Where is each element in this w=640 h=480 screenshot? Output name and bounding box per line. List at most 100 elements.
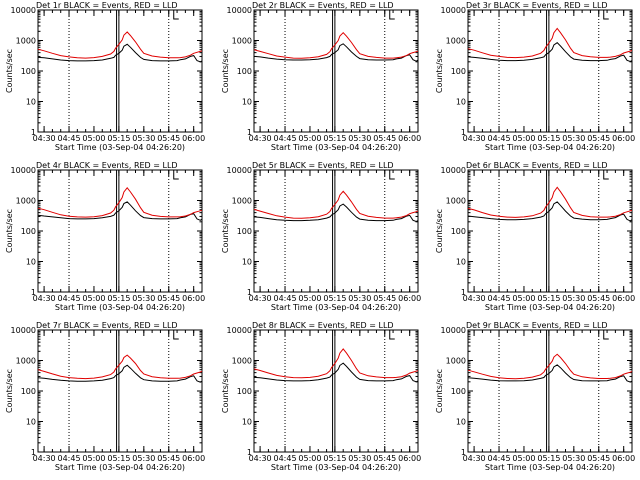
detector-panel: Det 6r BLACK = Events, RED = LLD 1 10 100 10… — [435, 161, 635, 312]
y-tick-label: 10000 — [11, 326, 36, 335]
detector-panel: Det 2r BLACK = Events, RED = LLD 1 10 100 10… — [221, 1, 421, 152]
y-tick-label: 10000 — [11, 166, 36, 175]
series-line-events — [37, 201, 203, 221]
series-line-events — [467, 364, 633, 383]
y-tick-label: 1000 — [16, 197, 36, 206]
x-tick-label: 05:15 — [107, 294, 130, 303]
y-axis-label: Counts/sec — [5, 369, 14, 413]
bracket-marker — [389, 10, 395, 20]
x-tick-label: 06:00 — [398, 134, 421, 143]
panel-title: Det 5r BLACK = Events, RED = LLD — [252, 161, 394, 170]
y-tick-label: 10 — [456, 258, 466, 267]
y-tick-label: 100 — [21, 67, 36, 76]
bracket-marker — [173, 170, 179, 180]
x-tick-label: 05:45 — [373, 294, 396, 303]
y-tick-label: 100 — [237, 67, 252, 76]
x-tick-label: 05:15 — [537, 134, 560, 143]
y-tick-label: 10 — [456, 98, 466, 107]
panel-title: Det 1r BLACK = Events, RED = LLD — [36, 1, 178, 10]
detector-panel: Det 9r BLACK = Events, RED = LLD 1 10 100 10… — [435, 321, 635, 472]
y-tick-label: 1 — [461, 288, 466, 297]
x-axis-label: Start Time (03-Sep-04 04:26:20) — [271, 303, 401, 312]
x-tick-label: 04:30 — [463, 294, 486, 303]
x-tick-label: 05:45 — [373, 134, 396, 143]
panel-title: Det 2r BLACK = Events, RED = LLD — [252, 1, 394, 10]
x-tick-label: 05:45 — [587, 134, 610, 143]
y-axis-label: Counts/sec — [5, 209, 14, 253]
series-line-lld — [253, 348, 419, 379]
x-tick-label: 05:15 — [323, 294, 346, 303]
y-tick-label: 1000 — [232, 197, 252, 206]
panel-title: Det 6r BLACK = Events, RED = LLD — [466, 161, 608, 170]
y-tick-label: 10000 — [11, 6, 36, 15]
y-tick-label: 100 — [21, 387, 36, 396]
bracket-marker — [603, 10, 609, 20]
x-axis-label: Start Time (03-Sep-04 04:26:20) — [271, 463, 401, 472]
x-tick-label: 04:30 — [463, 134, 486, 143]
y-tick-label: 100 — [21, 227, 36, 236]
x-tick-label: 06:00 — [182, 134, 205, 143]
plot-frame — [37, 9, 203, 133]
y-axis-label: Counts/sec — [221, 49, 230, 93]
detector-panel: Det 1r BLACK = Events, RED = LLD 1 10 100 10… — [5, 1, 205, 152]
x-tick-label: 06:00 — [398, 294, 421, 303]
x-tick-label: 05:15 — [107, 454, 130, 463]
x-tick-label: 04:45 — [57, 134, 80, 143]
series-line-lld — [37, 31, 203, 59]
x-tick-label: 05:00 — [298, 454, 321, 463]
x-tick-label: 05:30 — [562, 134, 585, 143]
x-tick-label: 05:45 — [373, 454, 396, 463]
x-tick-label: 06:00 — [612, 454, 635, 463]
series-line-lld — [253, 190, 419, 219]
plot-frame — [253, 9, 419, 133]
x-tick-label: 04:30 — [249, 134, 272, 143]
y-tick-label: 10 — [26, 418, 36, 427]
series-line-events — [467, 42, 633, 63]
x-axis-label: Start Time (03-Sep-04 04:26:20) — [485, 303, 615, 312]
x-tick-label: 05:30 — [348, 294, 371, 303]
y-tick-label: 1000 — [16, 357, 36, 366]
plot-frame — [37, 329, 203, 453]
y-axis-label: Counts/sec — [221, 369, 230, 413]
y-tick-label: 1 — [31, 288, 36, 297]
y-tick-label: 1000 — [446, 197, 466, 206]
series-line-lld — [467, 27, 633, 59]
y-tick-label: 10 — [26, 98, 36, 107]
x-tick-label: 04:30 — [33, 294, 56, 303]
y-tick-label: 10 — [242, 418, 252, 427]
y-tick-label: 100 — [451, 227, 466, 236]
x-tick-label: 04:45 — [487, 294, 510, 303]
bracket-marker — [389, 170, 395, 180]
series-line-lld — [467, 353, 633, 380]
detector-panel: Det 3r BLACK = Events, RED = LLD 1 10 100 10… — [435, 1, 635, 152]
y-tick-label: 10000 — [441, 6, 466, 15]
y-axis-label: Counts/sec — [5, 49, 14, 93]
y-tick-label: 10000 — [441, 326, 466, 335]
y-tick-label: 1 — [461, 448, 466, 457]
x-tick-label: 05:45 — [157, 454, 180, 463]
series-line-events — [253, 362, 419, 383]
y-tick-label: 1 — [247, 128, 252, 137]
y-tick-label: 1 — [31, 128, 36, 137]
x-axis-label: Start Time (03-Sep-04 04:26:20) — [271, 143, 401, 152]
series-line-events — [37, 364, 203, 383]
x-tick-label: 06:00 — [612, 294, 635, 303]
x-tick-label: 05:45 — [157, 134, 180, 143]
y-tick-label: 10 — [242, 258, 252, 267]
x-tick-label: 04:30 — [33, 134, 56, 143]
detector-panel: Det 4r BLACK = Events, RED = LLD 1 10 100 10… — [5, 161, 205, 312]
y-tick-label: 1000 — [16, 37, 36, 46]
x-tick-label: 05:30 — [132, 454, 155, 463]
x-tick-label: 05:00 — [512, 454, 535, 463]
x-tick-label: 04:30 — [33, 454, 56, 463]
x-axis-label: Start Time (03-Sep-04 04:26:20) — [55, 463, 185, 472]
series-line-lld — [37, 354, 203, 380]
x-tick-label: 05:45 — [587, 294, 610, 303]
series-line-events — [467, 201, 633, 222]
y-axis-label: Counts/sec — [435, 49, 444, 93]
plot-frame — [253, 329, 419, 453]
panel-title: Det 4r BLACK = Events, RED = LLD — [36, 161, 178, 170]
y-tick-label: 1000 — [446, 37, 466, 46]
series-line-lld — [253, 31, 419, 59]
x-tick-label: 05:00 — [82, 294, 105, 303]
